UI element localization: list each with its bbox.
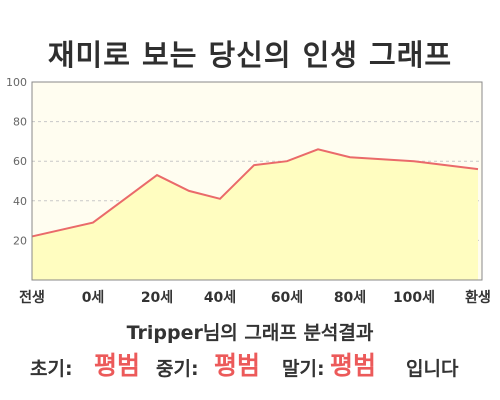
x-tick-label: 전생 [19,289,45,306]
x-tick-label: 40세 [204,290,236,306]
area-fill [32,149,478,280]
analysis-summary: Tripper님의 그래프 분석결과 [126,322,374,344]
y-tick-label: 60 [13,155,27,168]
y-tick-label: 40 [13,195,27,208]
plot-frame [31,81,483,281]
late-label: 말기: [282,358,325,380]
mid-value: 평범 [214,351,261,380]
analysis-verdict: 초기: 평범 중기: 평범 말기: 평범 입니다 [0,344,500,380]
x-tick-label: 60세 [271,290,303,306]
chart-title: 재미로 보는 당신의 인생 그래프 [47,38,453,72]
y-tick-label: 20 [13,234,27,247]
y-tick-label: 80 [13,116,27,129]
early-label: 초기: [30,358,73,380]
series-line [31,148,479,238]
mid-label: 중기: [156,358,199,380]
x-tick-label: 100세 [393,290,435,306]
late-value: 평범 [330,351,377,380]
result-suffix: 입니다 [406,358,459,380]
x-tick-label: 0세 [82,290,105,306]
x-tick-label: 20세 [141,290,173,306]
life-graph-chart: 20 40 60 80 100 전생 0세 20세 40세 60세 80세 100세 환생 [6,76,491,306]
early-value: 평범 [94,351,141,380]
y-tick-label: 100 [6,76,27,89]
x-tick-label: 환생 [465,289,491,306]
x-tick-label: 80세 [334,290,366,306]
